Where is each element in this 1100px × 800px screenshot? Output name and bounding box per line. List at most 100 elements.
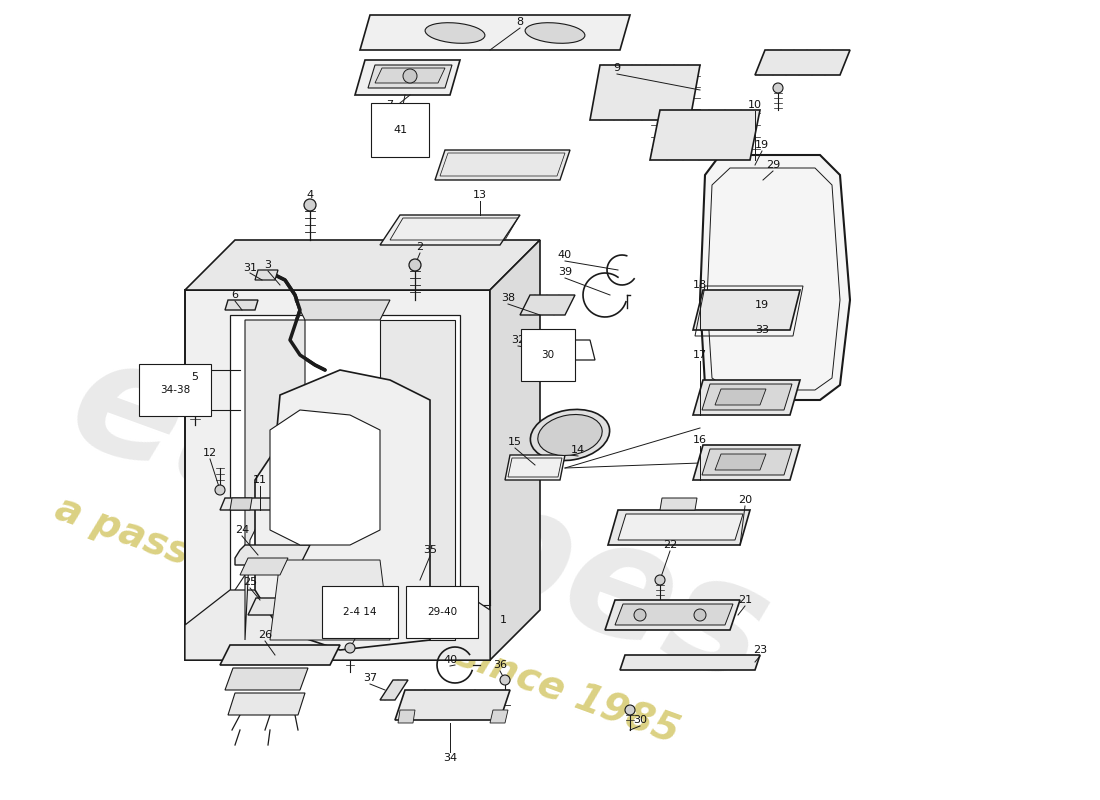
Circle shape: [634, 609, 646, 621]
Polygon shape: [255, 370, 430, 650]
Polygon shape: [379, 215, 520, 245]
Text: 19: 19: [755, 300, 769, 310]
Text: 38: 38: [500, 293, 515, 303]
Text: 3: 3: [264, 260, 272, 270]
Text: 2: 2: [417, 242, 424, 252]
Polygon shape: [360, 15, 630, 50]
Circle shape: [189, 389, 201, 401]
Polygon shape: [240, 558, 288, 575]
Text: 4: 4: [307, 190, 314, 200]
Text: 29-40: 29-40: [427, 607, 458, 617]
Circle shape: [543, 338, 566, 362]
Polygon shape: [185, 290, 490, 660]
Text: 16: 16: [693, 435, 707, 445]
Polygon shape: [255, 270, 278, 280]
Polygon shape: [379, 680, 408, 700]
Polygon shape: [270, 560, 390, 640]
Polygon shape: [368, 65, 452, 88]
Ellipse shape: [530, 410, 609, 461]
Circle shape: [403, 69, 417, 83]
Text: 34-38: 34-38: [160, 385, 190, 395]
Text: 6: 6: [231, 290, 239, 300]
Polygon shape: [702, 384, 792, 410]
Polygon shape: [295, 300, 390, 320]
Circle shape: [345, 643, 355, 653]
Circle shape: [409, 259, 421, 271]
Polygon shape: [245, 320, 305, 640]
Polygon shape: [185, 590, 490, 660]
Polygon shape: [693, 290, 800, 330]
Text: 18: 18: [693, 280, 707, 290]
Text: 19: 19: [755, 140, 769, 150]
Circle shape: [304, 199, 316, 211]
Text: 21: 21: [738, 595, 752, 605]
Text: 15: 15: [508, 437, 522, 447]
Polygon shape: [490, 240, 540, 660]
Text: europes: europes: [50, 322, 788, 718]
Polygon shape: [615, 604, 733, 625]
Polygon shape: [693, 380, 800, 415]
Polygon shape: [605, 600, 740, 630]
Polygon shape: [228, 693, 305, 715]
Polygon shape: [375, 68, 446, 83]
Text: 27: 27: [348, 628, 362, 638]
Text: 37: 37: [363, 673, 377, 683]
Text: 5: 5: [191, 372, 198, 382]
Text: 11: 11: [253, 475, 267, 485]
Polygon shape: [230, 498, 252, 510]
Polygon shape: [220, 645, 340, 665]
Text: 30: 30: [541, 350, 554, 360]
Text: 25: 25: [243, 577, 257, 587]
Polygon shape: [755, 50, 850, 75]
Text: 30: 30: [632, 715, 647, 725]
Text: 34: 34: [443, 753, 458, 763]
Polygon shape: [544, 340, 595, 360]
Polygon shape: [248, 598, 308, 615]
Text: 40: 40: [443, 655, 458, 665]
Circle shape: [625, 705, 635, 715]
Polygon shape: [235, 545, 310, 565]
Text: 23: 23: [752, 645, 767, 655]
Polygon shape: [505, 455, 565, 480]
Text: 10: 10: [748, 100, 762, 110]
Text: 12: 12: [202, 448, 217, 458]
Polygon shape: [355, 60, 460, 95]
Circle shape: [694, 609, 706, 621]
Ellipse shape: [425, 22, 485, 43]
Circle shape: [773, 83, 783, 93]
Text: 24: 24: [235, 525, 249, 535]
Polygon shape: [220, 498, 345, 510]
Polygon shape: [608, 510, 750, 545]
Polygon shape: [650, 110, 760, 160]
Polygon shape: [226, 300, 258, 310]
Polygon shape: [379, 320, 455, 640]
Text: 35: 35: [424, 545, 437, 555]
Circle shape: [214, 485, 225, 495]
Polygon shape: [620, 655, 760, 670]
Ellipse shape: [538, 414, 602, 455]
Polygon shape: [226, 668, 308, 690]
Polygon shape: [618, 514, 742, 540]
Polygon shape: [590, 65, 700, 120]
Text: 14: 14: [571, 445, 585, 455]
Polygon shape: [230, 315, 460, 640]
Polygon shape: [395, 690, 510, 720]
Ellipse shape: [544, 345, 566, 355]
Text: 22: 22: [663, 540, 678, 550]
Text: 20: 20: [738, 495, 752, 505]
Text: 2-4 14: 2-4 14: [343, 607, 376, 617]
Text: 1: 1: [500, 615, 507, 625]
Text: 32: 32: [510, 335, 525, 345]
Text: 26: 26: [257, 630, 272, 640]
Polygon shape: [434, 150, 570, 180]
Circle shape: [500, 675, 510, 685]
Text: 39: 39: [558, 267, 572, 277]
Text: 17: 17: [693, 350, 707, 360]
Text: 29: 29: [766, 160, 780, 170]
Text: 31: 31: [243, 263, 257, 273]
Text: 13: 13: [473, 190, 487, 200]
Polygon shape: [520, 295, 575, 315]
Polygon shape: [398, 710, 415, 723]
Text: 40: 40: [558, 250, 572, 260]
Text: 7: 7: [386, 100, 394, 110]
